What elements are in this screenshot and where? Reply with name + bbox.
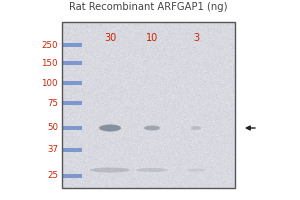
Text: 100: 100: [41, 78, 58, 88]
Bar: [62, 174, 82, 178]
Bar: [62, 81, 82, 85]
Bar: [62, 43, 82, 47]
Ellipse shape: [136, 168, 168, 172]
Text: 25: 25: [47, 171, 58, 180]
Bar: [62, 126, 82, 130]
Text: 75: 75: [47, 98, 58, 108]
Ellipse shape: [90, 168, 130, 172]
Text: 150: 150: [41, 58, 58, 68]
Text: 37: 37: [47, 146, 58, 154]
Ellipse shape: [191, 126, 201, 130]
Ellipse shape: [186, 168, 206, 171]
Bar: [62, 101, 82, 105]
Bar: [62, 61, 82, 65]
Ellipse shape: [144, 126, 160, 130]
Text: 50: 50: [47, 123, 58, 132]
Bar: [62, 148, 82, 152]
Bar: [62, 22, 235, 188]
Text: 3: 3: [193, 33, 199, 43]
Text: 10: 10: [146, 33, 158, 43]
Ellipse shape: [99, 124, 121, 132]
Text: Rat Recombinant ARFGAP1 (ng): Rat Recombinant ARFGAP1 (ng): [69, 2, 228, 12]
Text: 30: 30: [104, 33, 116, 43]
Text: 250: 250: [41, 40, 58, 49]
